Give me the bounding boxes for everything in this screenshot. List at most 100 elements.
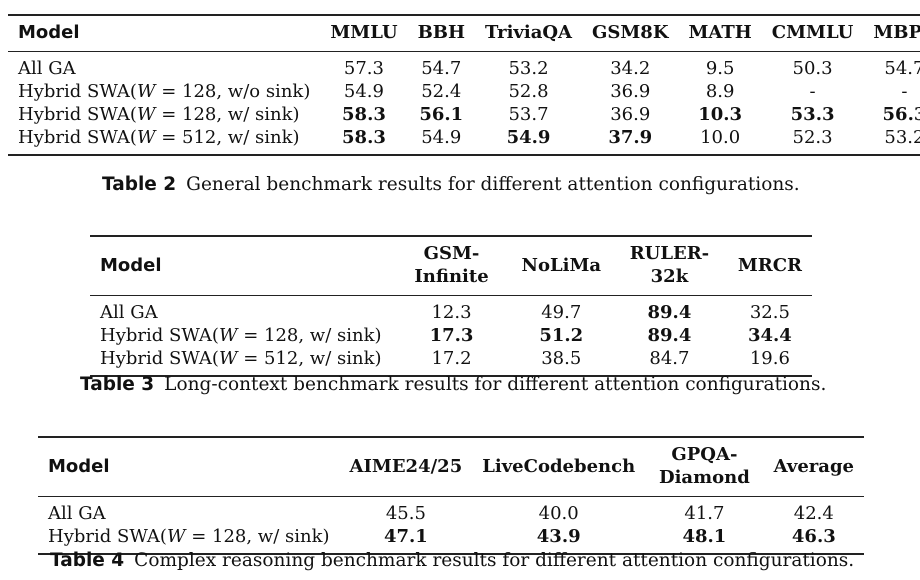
score-cell: 54.9 xyxy=(506,127,551,148)
score-cell: 49.7 xyxy=(541,302,582,323)
column-header: AIME24/25 xyxy=(349,455,463,477)
table-row: All GA 12.3 49.7 89.4 32.5 xyxy=(90,296,812,325)
table2-body: All GA 57.3 54.7 53.2 34.2 9.5 50.3 54.7 Hybrid … xyxy=(8,52,920,155)
column-header: Average xyxy=(773,455,854,477)
table-3-caption-label: Table 3 xyxy=(80,374,155,395)
score-cell: 56.3 xyxy=(882,104,920,125)
score-cell: 10.0 xyxy=(700,127,741,148)
table3-body: All GA 12.3 49.7 89.4 32.5 Hybrid SWA(W = 128… xyxy=(90,296,812,376)
score-cell: 36.9 xyxy=(610,81,651,102)
table-row: Hybrid SWA(W = 512, w/ sink) 58.3 54.9 54.9… xyxy=(8,126,920,155)
score-cell: 19.6 xyxy=(749,348,790,369)
model-name-suffix: = 128, w/ sink) xyxy=(185,526,330,547)
model-name-prefix: Hybrid SWA( xyxy=(100,348,219,369)
table-3-caption: Table 3 Long-context benchmark results fo… xyxy=(80,374,826,395)
score-cell: 58.3 xyxy=(342,104,386,125)
header-row: Model GSM-Infinite NoLiMa RULER-32k MRCR xyxy=(90,236,812,296)
score-cell: 50.3 xyxy=(792,58,833,79)
score-cell: 58.3 xyxy=(342,127,386,148)
model-name-prefix: Hybrid SWA( xyxy=(18,127,137,148)
score-cell: 45.5 xyxy=(385,503,426,524)
model-name-prefix: Hybrid SWA( xyxy=(18,104,137,125)
score-cell: 54.9 xyxy=(421,127,462,148)
model-name-suffix: = 128, w/ sink) xyxy=(155,104,300,125)
score-cell: 10.3 xyxy=(698,104,743,125)
table-2-caption: Table 2 General benchmark results for dif… xyxy=(102,174,800,195)
score-cell: 9.5 xyxy=(705,58,735,79)
model-name-variable: W xyxy=(218,325,238,346)
score-cell: 38.5 xyxy=(541,348,582,369)
table4-body: All GA 45.5 40.0 41.7 42.4 Hybrid SWA(W = 128… xyxy=(38,497,864,554)
table-2-container: Model MMLU BBH TriviaQA GSM8K MATH CMMLU MBPP Al… xyxy=(8,14,920,156)
score-cell: 53.7 xyxy=(508,104,549,125)
score-cell: - xyxy=(809,81,816,102)
model-name-prefix: Hybrid SWA( xyxy=(48,526,167,547)
score-cell: 43.9 xyxy=(536,526,581,547)
model-name-variable: W xyxy=(136,104,156,125)
score-cell: 41.7 xyxy=(684,503,725,524)
model-name-prefix: Hybrid SWA( xyxy=(100,325,219,346)
model-name-cell: All GA xyxy=(90,296,392,325)
table-3-caption-text: Long-context benchmark results for diffe… xyxy=(164,374,827,395)
table-row: All GA 45.5 40.0 41.7 42.4 xyxy=(38,497,864,526)
column-header: NoLiMa xyxy=(521,254,602,276)
model-name: All GA xyxy=(48,503,106,524)
model-name-prefix: Hybrid SWA( xyxy=(18,81,137,102)
score-cell: 48.1 xyxy=(682,526,727,547)
table2-header: Model MMLU BBH TriviaQA GSM8K MATH CMMLU MBPP xyxy=(8,15,920,52)
score-cell: 17.2 xyxy=(431,348,472,369)
model-name-cell: All GA xyxy=(8,52,320,81)
score-cell: 47.1 xyxy=(383,526,428,547)
table-row: Hybrid SWA(W = 128, w/ sink) 58.3 56.1 53.7… xyxy=(8,103,920,126)
score-cell: 57.3 xyxy=(343,58,384,79)
score-cell: 52.8 xyxy=(508,81,549,102)
score-cell: 32.5 xyxy=(749,302,790,323)
model-name-suffix: = 128, w/o sink) xyxy=(155,81,311,102)
column-header: CMMLU xyxy=(771,22,854,43)
model-name-variable: W xyxy=(136,81,156,102)
table-row: All GA 57.3 54.7 53.2 34.2 9.5 50.3 54.7 xyxy=(8,52,920,81)
score-cell: 52.3 xyxy=(792,127,833,148)
table-4-caption-label: Table 4 xyxy=(50,550,125,571)
table-row: Hybrid SWA(W = 128, w/ sink) 17.3 51.2 89.4… xyxy=(90,324,812,347)
score-cell: 34.4 xyxy=(747,325,792,346)
column-header: LiveCodebench xyxy=(482,455,636,477)
model-name-cell: Hybrid SWA(W = 128, w/o sink) xyxy=(8,80,320,103)
score-cell: 84.7 xyxy=(649,348,690,369)
table-row: Hybrid SWA(W = 128, w/o sink) 54.9 52.4 52.… xyxy=(8,80,920,103)
table-row: Hybrid SWA(W = 512, w/ sink) 17.2 38.5 84.7… xyxy=(90,347,812,376)
score-cell: 53.3 xyxy=(790,104,835,125)
score-cell: 54.9 xyxy=(343,81,384,102)
score-cell: 8.9 xyxy=(705,81,735,102)
column-header: GPQA-Diamond xyxy=(658,444,750,488)
column-header: GSM8K xyxy=(592,22,669,43)
column-header: Model xyxy=(18,22,80,43)
score-cell: 17.3 xyxy=(429,325,474,346)
score-cell: 53.2 xyxy=(508,58,549,79)
model-name-cell: Hybrid SWA(W = 128, w/ sink) xyxy=(38,525,340,554)
table-3: Model GSM-Infinite NoLiMa RULER-32k MRCR All … xyxy=(90,235,812,377)
score-cell: 40.0 xyxy=(538,503,579,524)
score-cell: 56.1 xyxy=(419,104,464,125)
table4-header: Model AIME24/25 LiveCodebench GPQA-Diamond A… xyxy=(38,437,864,497)
model-name-cell: Hybrid SWA(W = 512, w/ sink) xyxy=(90,347,392,376)
score-cell: 37.9 xyxy=(608,127,653,148)
column-header: TriviaQA xyxy=(485,22,573,43)
table-3-container: Model GSM-Infinite NoLiMa RULER-32k MRCR All … xyxy=(90,235,812,377)
table-row: Hybrid SWA(W = 128, w/ sink) 47.1 43.9 48.1… xyxy=(38,525,864,554)
table-4-caption-text: Complex reasoning benchmark results for … xyxy=(134,550,855,571)
model-name-cell: Hybrid SWA(W = 512, w/ sink) xyxy=(8,126,320,155)
score-cell: 36.9 xyxy=(610,104,651,125)
column-header: Model xyxy=(100,254,162,276)
score-cell: 54.7 xyxy=(884,58,920,79)
score-cell: 42.4 xyxy=(793,503,834,524)
model-name-cell: Hybrid SWA(W = 128, w/ sink) xyxy=(8,103,320,126)
score-cell: 89.4 xyxy=(647,325,692,346)
table-4-container: Model AIME24/25 LiveCodebench GPQA-Diamond A… xyxy=(38,436,864,555)
column-header: Model xyxy=(48,455,110,477)
column-header: MATH xyxy=(688,22,752,43)
table-4-caption: Table 4 Complex reasoning benchmark resul… xyxy=(50,550,854,571)
model-name-variable: W xyxy=(166,526,186,547)
table3-header: Model GSM-Infinite NoLiMa RULER-32k MRCR xyxy=(90,236,812,296)
score-cell: 12.3 xyxy=(431,302,472,323)
